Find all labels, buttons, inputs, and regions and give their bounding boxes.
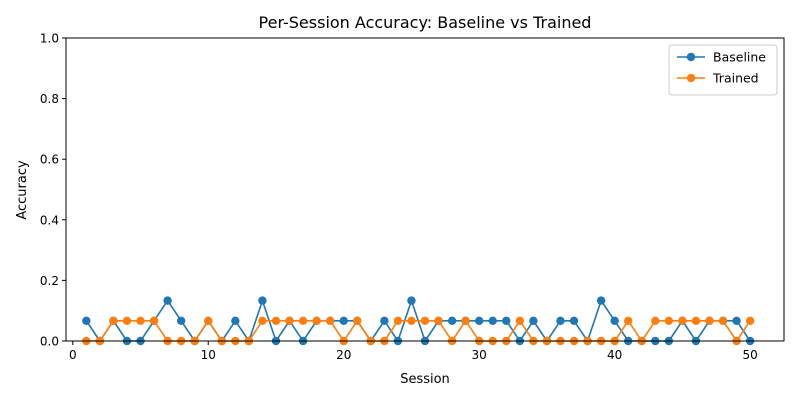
x-tick-label: 40: [607, 348, 622, 362]
data-point-baseline: [502, 316, 511, 325]
data-point-trained: [651, 316, 660, 325]
data-point-baseline: [596, 296, 606, 305]
legend: Baseline Trained: [668, 44, 778, 96]
y-tick-label: 0.0: [40, 335, 59, 349]
data-point-trained: [718, 316, 728, 325]
legend-label-baseline: Baseline: [713, 50, 766, 65]
data-point-baseline: [732, 316, 741, 325]
data-point-trained: [204, 316, 213, 325]
x-tick-label: 10: [201, 348, 216, 362]
data-point-baseline: [447, 316, 457, 325]
data-point-trained: [664, 316, 674, 325]
x-tick-label: 50: [742, 348, 757, 362]
data-point-trained: [109, 316, 118, 325]
x-tick-label: 0: [69, 348, 77, 362]
data-point-baseline: [610, 316, 619, 325]
legend-marker-baseline: [686, 52, 696, 62]
x-axis-label: Session: [400, 372, 450, 387]
y-axis: 0.0 0.2 0.4 0.6 0.8 1.0: [40, 32, 66, 349]
x-tick-label: 30: [472, 348, 487, 362]
plot-area: [82, 296, 755, 346]
data-point-trained: [407, 316, 416, 325]
data-point-baseline: [407, 296, 416, 305]
data-point-baseline: [529, 316, 538, 325]
data-point-trained: [691, 316, 701, 325]
chart-title: Per-Session Accuracy: Baseline vs Traine…: [259, 13, 592, 32]
data-point-trained: [461, 316, 470, 325]
data-point-trained: [136, 316, 145, 325]
y-tick-label: 0.2: [40, 274, 59, 288]
data-point-trained: [705, 316, 714, 325]
data-point-trained: [258, 316, 267, 325]
data-point-baseline: [488, 316, 497, 325]
y-axis-label: Accuracy: [15, 160, 30, 220]
data-point-baseline: [474, 316, 484, 325]
data-point-trained: [353, 316, 362, 325]
data-point-trained: [325, 316, 335, 325]
data-point-trained: [393, 316, 403, 325]
data-point-baseline: [231, 316, 240, 325]
data-point-baseline: [82, 316, 91, 325]
data-point-trained: [745, 316, 755, 325]
data-point-baseline: [380, 316, 389, 325]
x-axis: 0 10 20 30 40 50: [69, 341, 758, 362]
x-tick-label: 20: [336, 348, 351, 362]
data-point-trained: [285, 316, 294, 325]
y-tick-label: 0.6: [40, 153, 59, 167]
data-point-trained: [312, 316, 321, 325]
data-point-trained: [298, 316, 308, 325]
y-tick-label: 0.8: [40, 92, 59, 106]
data-point-trained: [420, 316, 430, 325]
data-point-baseline: [258, 296, 267, 305]
legend-label-trained: Trained: [712, 71, 759, 86]
data-point-trained: [434, 316, 443, 325]
plot-frame: [65, 37, 785, 342]
data-point-trained: [515, 316, 525, 325]
data-point-trained: [271, 316, 281, 325]
data-point-trained: [149, 316, 159, 325]
data-point-baseline: [176, 316, 186, 325]
data-point-baseline: [163, 296, 172, 305]
data-point-trained: [122, 316, 132, 325]
data-point-baseline: [556, 316, 565, 325]
data-point-baseline: [569, 316, 579, 325]
legend-marker-trained: [686, 73, 696, 83]
series-line-trained: [86, 319, 751, 342]
data-point-baseline: [339, 316, 348, 325]
data-point-trained: [624, 316, 633, 325]
y-tick-label: 0.4: [40, 213, 59, 227]
y-tick-label: 1.0: [40, 32, 59, 46]
data-point-trained: [678, 316, 687, 325]
